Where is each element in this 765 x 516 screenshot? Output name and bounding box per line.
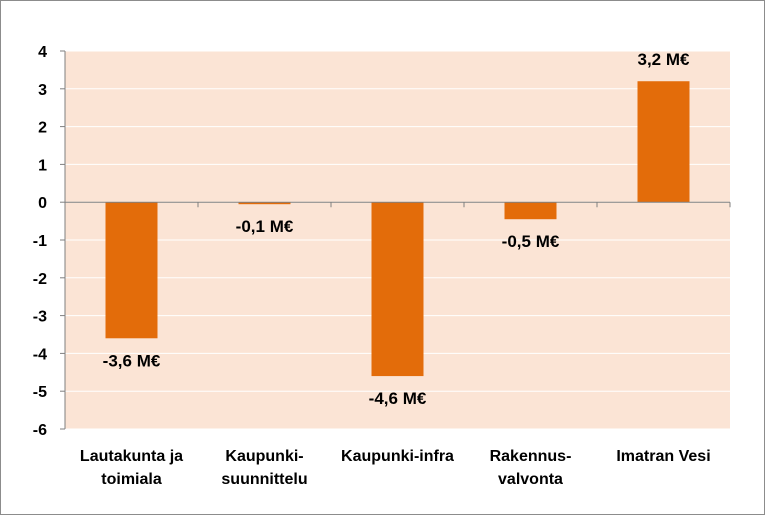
bar [105, 202, 158, 339]
bar [238, 202, 291, 205]
y-tick-labels: 4 3 2 1 0 -1 -2 -3 -4 -5 -6 [33, 44, 47, 439]
y-tick-label: 0 [38, 195, 47, 212]
data-label: -4,6 M€ [369, 389, 427, 408]
category-label: Kaupunki-infra [341, 448, 454, 465]
y-tick-label: -4 [33, 346, 47, 363]
category-label: Lautakunta ja toimiala [80, 448, 183, 488]
data-label: -0,1 M€ [236, 217, 294, 236]
y-tick-label: 3 [38, 82, 47, 99]
y-tick-label: -6 [33, 422, 47, 439]
bar [504, 202, 557, 220]
data-label: -0,5 M€ [502, 232, 560, 251]
data-label: 3,2 M€ [638, 50, 691, 69]
gridlines [65, 50, 730, 430]
bar [371, 202, 424, 377]
category-label: Imatran Vesi [616, 448, 710, 465]
y-tick-label: -1 [33, 233, 47, 250]
category-labels: Lautakunta ja toimiala Kaupunki-suunnittel… [80, 448, 711, 488]
bar [637, 81, 690, 203]
bars [105, 81, 690, 377]
y-tick-label: -2 [33, 271, 47, 288]
category-label: Rakennus-valvonta [490, 448, 572, 488]
data-labels: -3,6 M€ -0,1 M€ -4,6 M€ -0,5 M€ 3,2 M€ [103, 50, 690, 408]
axes [60, 50, 731, 430]
y-tick-label: -3 [33, 309, 47, 326]
y-tick-label: -5 [33, 384, 47, 401]
y-tick-label: 1 [38, 157, 47, 174]
y-tick-label: 2 [38, 120, 47, 137]
y-tick-label: 4 [38, 44, 47, 61]
category-label: Kaupunki-suunnittelu [221, 448, 307, 488]
data-label: -3,6 M€ [103, 351, 161, 370]
